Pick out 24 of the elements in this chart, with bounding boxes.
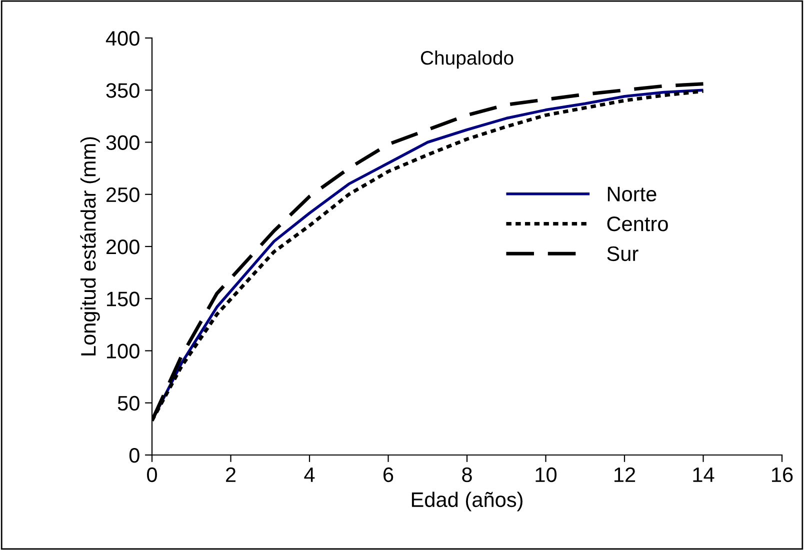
x-tick-label: 8 — [462, 467, 472, 482]
y-tick-label: 150 — [107, 292, 140, 306]
x-tick-label: 12 — [614, 467, 636, 482]
y-tick-label: 250 — [106, 187, 140, 202]
text: Chupalodo — [420, 50, 514, 69]
x-tick-label: 2 — [226, 467, 236, 482]
x-tick-label: 10 — [536, 467, 557, 482]
legend-label: Sur — [607, 246, 638, 262]
legend-label: Centro — [607, 216, 668, 232]
y-tick-label: 300 — [106, 135, 140, 150]
y-tick-label: 50 — [118, 396, 140, 411]
y-axis-title: Longitud estándar (mm) — [80, 137, 100, 356]
y-tick-label: 400 — [106, 31, 140, 46]
x-tick-label: 6 — [384, 467, 394, 482]
x-tick-label: 0 — [147, 467, 157, 482]
legend-label: Norte — [608, 186, 656, 202]
x-axis-title: Edad (años) — [412, 492, 522, 512]
x-tick-label: 16 — [772, 467, 793, 482]
y-tick-label: 100 — [107, 344, 140, 359]
y-tick-label: 0 — [129, 448, 140, 463]
x-tick-label: 4 — [304, 468, 315, 482]
y-tick-label: 350 — [106, 83, 140, 98]
y-tick-label: 200 — [106, 240, 140, 254]
x-tick-label: 14 — [693, 468, 714, 482]
